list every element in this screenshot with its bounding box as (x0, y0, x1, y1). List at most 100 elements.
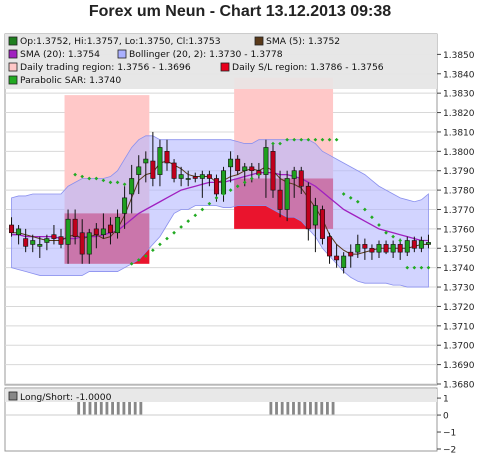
candle-body (129, 178, 135, 195)
sar-dot (214, 196, 219, 200)
legend: Op:1.3752, Hi:1.3757, Lo:1.3750, Cl:1.37… (8, 36, 384, 86)
candle-body (355, 244, 361, 253)
sar-dot (101, 178, 106, 183)
y-tick-label: 1.3680 (443, 381, 475, 391)
sar-dot (193, 213, 198, 218)
long-short-bar (94, 398, 98, 416)
legend-swatch (220, 62, 230, 72)
long-short-bar (105, 398, 109, 416)
candle-body (178, 174, 184, 179)
sar-dot (257, 172, 261, 177)
sar-dot (108, 180, 113, 185)
sar-dot (200, 207, 205, 212)
candle-body (115, 216, 121, 234)
sar-dot (313, 137, 318, 142)
candle-body (143, 158, 149, 164)
sar-dot (249, 176, 254, 181)
candle-body (157, 147, 163, 175)
legend-swatch (8, 49, 18, 59)
sar-dot (363, 207, 367, 212)
candle-body (348, 251, 354, 257)
candle-body (16, 228, 22, 236)
sar-dot (115, 180, 120, 185)
sar-dot (398, 238, 403, 243)
sar-dot (207, 201, 212, 206)
candles-layer (9, 131, 431, 274)
long-short-bar (314, 398, 318, 416)
candle-body (390, 244, 396, 253)
grid (5, 53, 437, 385)
candle-body (199, 174, 205, 179)
lower-y-tick-label: 1 (443, 395, 449, 405)
sar-dot (179, 225, 183, 229)
long-short-bar (309, 398, 312, 416)
long-short-bar (292, 398, 295, 416)
y-tick-label: 1.3690 (443, 361, 475, 371)
y-tick-label: 1.3760 (443, 225, 475, 235)
y-tick-label: 1.3780 (443, 187, 475, 197)
candle-body (136, 166, 142, 175)
candle-body (23, 238, 29, 247)
legend-label: Op:1.3752, Hi:1.3757, Lo:1.3750, Cl:1.37… (20, 36, 221, 47)
long-short-bar (111, 398, 114, 416)
candle-body (122, 197, 128, 214)
candle-body (291, 170, 297, 179)
legend-label: SMA (5): 1.3752 (266, 36, 340, 47)
legend-label: Daily S/L region: 1.3786 - 1.3756 (232, 62, 384, 73)
lower-y-axis: 1 0 −1 −2 (5, 395, 456, 456)
y-tick-label: 1.3750 (443, 245, 475, 255)
y-tick-label: 1.3840 (443, 70, 475, 80)
candle-body (235, 158, 241, 172)
candle-body (284, 178, 290, 210)
candle-body (369, 247, 375, 253)
sar-dot (426, 265, 431, 270)
candle-body (150, 160, 156, 179)
candle-body (312, 205, 318, 226)
candle-body (263, 147, 269, 175)
y-tick-label: 1.3700 (443, 342, 475, 352)
long-short-bar (275, 398, 278, 416)
legend-swatch (8, 62, 18, 72)
sar-dot (129, 261, 134, 266)
lower-y-tick-label: −2 (443, 446, 456, 456)
legend-label: Parabolic SAR: 1.3740 (20, 75, 121, 86)
long-short-bar (286, 398, 290, 416)
chart-title: Forex um Neun - Chart 13.12.2013 09:38 (88, 3, 392, 20)
candle-body (228, 158, 234, 168)
candle-body (270, 151, 276, 191)
sar-dot (306, 137, 311, 142)
lower-legend-swatch (8, 391, 18, 401)
sar-dot (292, 137, 297, 142)
lower-legend-box (5, 389, 437, 402)
candle-body (9, 224, 15, 234)
y-tick-label: 1.3850 (443, 51, 475, 61)
candle-body (404, 240, 410, 253)
sar-dot (221, 192, 226, 196)
sar-dot (80, 174, 85, 179)
long-short-bar (331, 398, 335, 416)
sar-dot (228, 188, 233, 192)
long-short-bar (77, 398, 81, 416)
lower-legend-label: Long/Short: -1.0000 (20, 392, 112, 403)
sar-dot (151, 248, 155, 253)
long-short-bar (139, 398, 143, 416)
candle-body (44, 238, 50, 243)
candle-body (72, 218, 78, 237)
sar-dot (158, 242, 162, 247)
sar-dot (370, 215, 374, 220)
y-tick-label: 1.3720 (443, 303, 475, 313)
sar-dot (348, 196, 353, 200)
sar-dot (87, 176, 92, 181)
sar-dot (327, 137, 332, 142)
candle-body (171, 162, 177, 179)
candle-body (418, 240, 424, 249)
legend-swatch (254, 36, 264, 46)
y-tick-label: 1.3830 (443, 90, 475, 100)
candle-body (411, 240, 417, 249)
candle-body (305, 185, 311, 230)
y-tick-label: 1.3770 (443, 206, 475, 216)
legend-swatch (8, 75, 18, 85)
candle-body (383, 244, 389, 253)
sar-dot (355, 199, 360, 204)
